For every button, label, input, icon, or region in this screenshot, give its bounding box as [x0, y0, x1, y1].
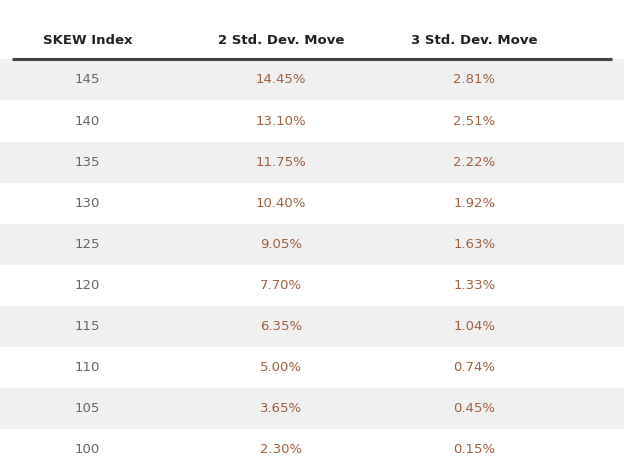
FancyBboxPatch shape — [0, 388, 624, 429]
FancyBboxPatch shape — [0, 224, 624, 265]
Text: 2 Std. Dev. Move: 2 Std. Dev. Move — [218, 34, 344, 47]
Text: 140: 140 — [75, 114, 100, 127]
Text: 7.70%: 7.70% — [260, 279, 302, 292]
Text: 110: 110 — [75, 361, 100, 374]
Text: 6.35%: 6.35% — [260, 320, 302, 333]
FancyBboxPatch shape — [0, 21, 624, 59]
Text: 1.92%: 1.92% — [453, 197, 495, 209]
Text: SKEW Index: SKEW Index — [42, 34, 132, 47]
FancyBboxPatch shape — [0, 182, 624, 224]
FancyBboxPatch shape — [0, 265, 624, 306]
FancyBboxPatch shape — [0, 59, 624, 101]
Text: 1.33%: 1.33% — [453, 279, 495, 292]
Text: 145: 145 — [75, 74, 100, 86]
Text: 10.40%: 10.40% — [256, 197, 306, 209]
Text: 9.05%: 9.05% — [260, 238, 302, 251]
Text: 3 Std. Dev. Move: 3 Std. Dev. Move — [411, 34, 537, 47]
FancyBboxPatch shape — [0, 347, 624, 388]
Text: 125: 125 — [75, 238, 100, 251]
Text: 135: 135 — [75, 156, 100, 169]
Text: 0.15%: 0.15% — [453, 443, 495, 456]
Text: 105: 105 — [75, 402, 100, 415]
Text: 11.75%: 11.75% — [255, 156, 306, 169]
Text: 1.63%: 1.63% — [453, 238, 495, 251]
Text: 2.51%: 2.51% — [453, 114, 495, 127]
Text: 14.45%: 14.45% — [256, 74, 306, 86]
Text: 115: 115 — [75, 320, 100, 333]
FancyBboxPatch shape — [0, 429, 624, 470]
Text: 5.00%: 5.00% — [260, 361, 302, 374]
FancyBboxPatch shape — [0, 142, 624, 183]
FancyBboxPatch shape — [0, 101, 624, 142]
Text: 130: 130 — [75, 197, 100, 209]
Text: 1.04%: 1.04% — [453, 320, 495, 333]
Text: 120: 120 — [75, 279, 100, 292]
Text: 0.74%: 0.74% — [453, 361, 495, 374]
Text: 2.30%: 2.30% — [260, 443, 302, 456]
Text: 2.81%: 2.81% — [453, 74, 495, 86]
Text: 3.65%: 3.65% — [260, 402, 302, 415]
Text: 2.22%: 2.22% — [453, 156, 495, 169]
FancyBboxPatch shape — [0, 306, 624, 347]
Text: 0.45%: 0.45% — [453, 402, 495, 415]
Text: 100: 100 — [75, 443, 100, 456]
Text: 13.10%: 13.10% — [255, 114, 306, 127]
